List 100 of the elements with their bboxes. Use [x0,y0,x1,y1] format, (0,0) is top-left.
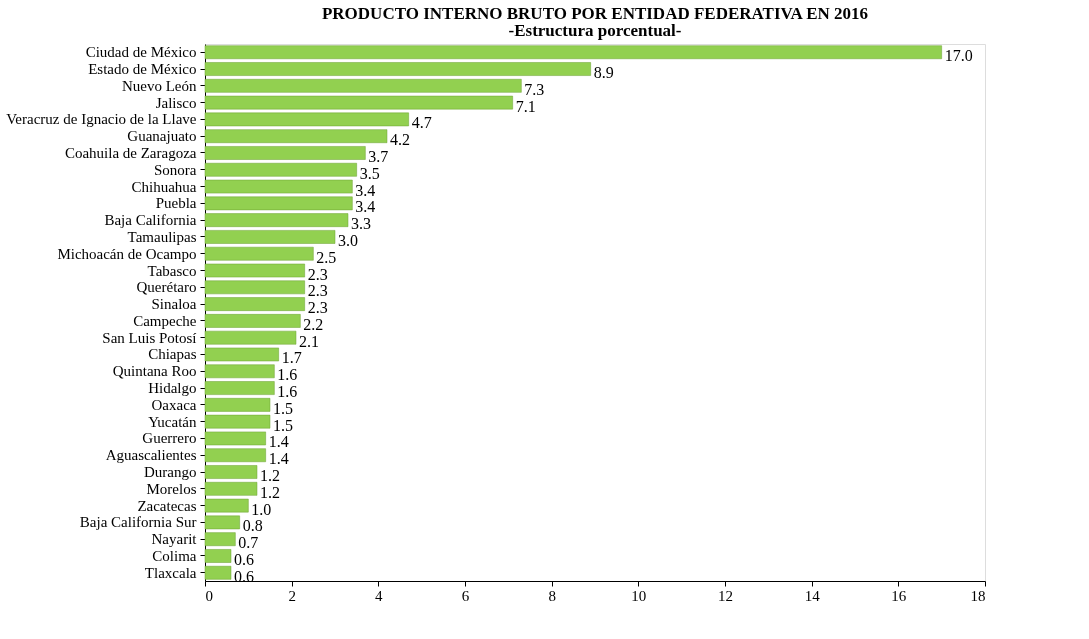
bar [204,62,591,76]
bar [204,515,240,530]
data-label: 1.2 [260,467,280,485]
data-label: 3.4 [355,181,376,199]
bar [204,364,275,379]
data-label: 2.3 [307,265,328,283]
bar [204,549,232,563]
x-tick-label: 10 [631,587,647,604]
data-label: 7.1 [515,97,536,115]
y-tick-label: Guanajuato [127,128,197,145]
x-tick-label: 16 [891,587,907,604]
bar [204,79,522,93]
bar [204,196,353,211]
data-label: 3.3 [351,215,371,233]
y-tick-label: Sonora [154,161,197,178]
data-label: 1.5 [273,416,293,434]
y-tick-label: Campeche [133,312,197,329]
bar [204,95,513,110]
data-label: 0.7 [238,534,259,552]
y-tick-label: Baja California [104,212,197,229]
y-tick-label: San Luis Potosí [102,329,197,346]
y-tick-label: Quintana Roo [112,363,197,380]
data-label: 8.9 [593,64,614,82]
data-label: 1.6 [277,366,298,384]
y-tick-label: Veracruz de Ignacio de la Llave [6,111,197,128]
data-label: 2.2 [303,315,324,333]
bar [204,112,409,127]
data-label: 1.4 [268,433,289,451]
bar [204,45,942,60]
x-tick-label: 0 [205,587,213,604]
x-tick-label: 12 [718,587,733,604]
data-label: 4.7 [411,114,432,132]
bar [204,431,266,446]
y-tick-label: Querétaro [136,279,197,296]
bar [204,465,258,479]
data-label: 3.5 [359,164,380,182]
bar [204,381,275,395]
bar [204,347,279,362]
bar [204,565,232,580]
data-label: 1.2 [260,483,280,501]
data-label: 2.1 [299,332,319,350]
bar [204,146,366,160]
y-tick-label: Hidalgo [148,380,197,397]
bar [204,482,258,496]
y-tick-label: Tlaxcala [144,564,197,581]
data-label: 1.6 [277,383,298,401]
y-tick-label: Jalisco [155,94,197,111]
y-tick-label: Sinaloa [151,296,197,313]
y-tick-label: Estado de México [88,61,197,78]
bar [204,398,271,412]
bar [204,246,314,261]
bar [204,498,249,513]
data-label: 1.0 [251,500,272,518]
chart-title: PRODUCTO INTERNO BRUTO POR ENTIDAD FEDERATIVA EN 2016 [321,4,869,23]
x-tick-label: 6 [461,587,470,604]
bar [204,330,297,345]
y-tick-label: Ciudad de México [85,44,197,61]
y-tick-label: Zacatecas [137,497,197,514]
bar [204,314,301,328]
y-tick-label: Guerrero [142,430,197,447]
y-tick-label: Nayarit [151,531,198,548]
bar [204,263,305,278]
bar [204,532,236,546]
chart-subtitle: -Estructura porcentual- [508,21,682,40]
data-label: 0.8 [242,517,263,535]
y-tick-label: Aguascalientes [105,447,197,464]
y-tick-label: Coahuila de Zaragoza [64,144,197,161]
y-tick-label: Tabasco [147,262,197,279]
y-tick-label: Puebla [155,195,197,212]
y-tick-label: Baja California Sur [79,514,197,531]
bar [204,297,305,311]
data-label: 2.3 [307,299,328,317]
y-tick-label: Colima [152,547,197,564]
y-tick-label: Morelos [146,480,197,497]
data-label: 3.4 [355,198,376,216]
y-tick-label: Oaxaca [151,396,197,413]
y-tick-label: Yucatán [148,413,197,430]
bar [204,162,357,177]
data-label: 7.3 [524,80,545,98]
data-label: 1.4 [268,450,289,468]
x-tick-label: 8 [548,587,556,604]
x-tick-label: 18 [970,587,986,604]
bar [204,414,271,429]
bar [204,448,266,463]
x-tick-label: 14 [804,587,821,604]
bar [204,280,305,295]
y-tick-label: Nuevo León [121,77,197,94]
data-label: 17.0 [944,47,973,65]
data-label: 2.5 [316,248,337,266]
y-tick-label: Michoacán de Ocampo [57,245,197,262]
x-tick-label: 2 [288,587,296,604]
data-label: 2.3 [307,282,328,300]
data-label: 4.2 [390,131,410,149]
bar [204,230,336,244]
bar [204,129,388,143]
bar [204,179,353,194]
bar [204,213,349,227]
data-label: 3.7 [368,147,389,165]
y-tick-label: Chiapas [148,346,197,363]
y-tick-label: Durango [144,464,197,481]
